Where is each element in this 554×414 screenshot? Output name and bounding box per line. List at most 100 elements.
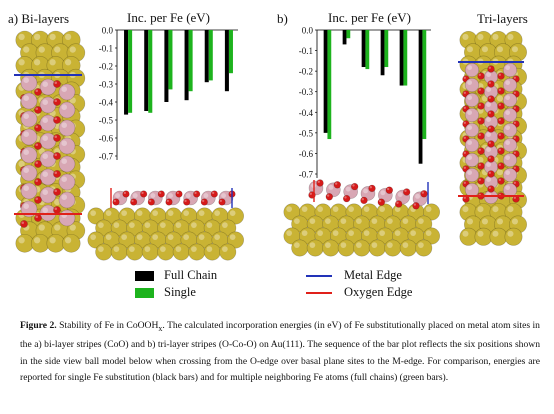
cobalt-atom [502, 152, 518, 168]
oxygen-atom-highlight [513, 136, 516, 139]
cobalt-atom-highlight [61, 86, 67, 92]
chart-a-y-tick-label: -0.2 [99, 62, 113, 72]
side-a-oxygen-atom [210, 190, 218, 198]
cobalt-atom-highlight [486, 177, 491, 182]
gold-atom-highlight [54, 224, 61, 231]
side-a-gold-atom [227, 231, 245, 249]
side-a-oxygen-atom [112, 198, 120, 206]
cobalt-atom [58, 101, 76, 119]
side-a-gold-atom-highlight [98, 246, 104, 253]
bar-full-chain-3 [361, 30, 366, 68]
side-a-cobalt-atom-highlight [132, 193, 138, 198]
tri-layer-side-view-model [283, 179, 440, 257]
bar-full-chain-1 [323, 30, 328, 133]
side-b-oxygen-atom [402, 188, 411, 196]
side-a-gold-atom-highlight [113, 246, 120, 253]
oxygen-atom-highlight [54, 207, 58, 211]
oxygen-atom-highlight [488, 171, 491, 174]
gold-atom-highlight [481, 46, 488, 53]
oxygen-atom-highlight [498, 88, 501, 91]
side-a-oxygen-atom [175, 190, 183, 198]
gold-atom-highlight [511, 46, 518, 53]
cobalt-atom-highlight [42, 189, 48, 195]
cobalt-atom [58, 173, 76, 191]
gold-atom-highlight [69, 224, 76, 231]
oxygen-atom-highlight [54, 117, 58, 120]
oxygen-atom-highlight [488, 111, 491, 114]
oxygen-atom-highlight [488, 66, 491, 69]
legend-label-full-chain: Full Chain [164, 268, 218, 282]
side-a-oxygen-atom [193, 190, 201, 198]
legend-swatch-full-chain [135, 270, 154, 281]
legend-line-metal-edge [306, 274, 332, 277]
cobalt-atom [464, 152, 480, 168]
bi-layer-top-view-model [14, 30, 86, 253]
cobalt-atom [58, 119, 76, 137]
side-a-oxygen-atom-highlight [141, 191, 144, 194]
chart-b-y-tick-label: -0.1 [299, 46, 313, 56]
gold-atom-highlight [18, 33, 25, 40]
side-a-gold-atom-highlight [121, 210, 127, 217]
side-a-gold-atom-highlight [136, 210, 143, 217]
legend-item-full-chain: Full Chain [135, 268, 217, 283]
legend-swatch-single [135, 287, 154, 298]
oxygen-atom-highlight [513, 166, 516, 169]
bar-single-3 [168, 30, 173, 90]
gold-atom-highlight [49, 59, 56, 66]
chart-b-y-tick-label: -0.7 [299, 170, 314, 180]
oxygen-atom [487, 80, 495, 88]
oxygen-atom [34, 196, 42, 204]
side-a-gold-atom-highlight [183, 210, 190, 217]
side-b-gold-atom-highlight [294, 242, 300, 249]
side-b-oxygen-atom [325, 193, 334, 201]
cobalt-atom-highlight [486, 162, 491, 167]
oxygen-atom-highlight [488, 81, 491, 84]
cobalt-atom-highlight [61, 176, 67, 182]
chart-a-y-tick-label: 0.0 [102, 26, 114, 36]
cobalt-atom-highlight [486, 117, 491, 123]
caption-text-1: Stability of Fe in CoOOH [56, 320, 159, 331]
cobalt-atom [464, 77, 480, 93]
side-a-gold-atom-highlight [129, 246, 135, 253]
gold-atom-highlight [477, 156, 484, 163]
side-a-gold-atom-highlight [191, 222, 197, 229]
side-a-oxygen-atom-highlight [176, 191, 179, 194]
cobalt-atom-highlight [505, 95, 510, 101]
cobalt-atom [464, 137, 480, 153]
side-a-oxygen-atom-highlight [159, 191, 162, 194]
oxygen-atom-highlight [463, 166, 466, 169]
gold-atom-highlight [64, 237, 72, 244]
side-b-oxygen-atom [333, 181, 342, 189]
cobalt-atom [502, 92, 518, 108]
cobalt-atom-highlight [42, 117, 48, 123]
side-b-gold-atom-highlight [410, 230, 416, 237]
side-a-gold-atom [188, 243, 206, 261]
side-b-gold-atom [322, 239, 340, 257]
oxygen-atom-highlight [478, 133, 481, 136]
oxygen-atom-highlight [54, 135, 58, 139]
cobalt-atom-highlight [505, 80, 510, 86]
gold-atom-highlight [38, 224, 45, 231]
cobalt-atom-highlight [42, 81, 48, 87]
oxygen-atom-highlight [54, 153, 58, 157]
cobalt-atom [464, 107, 480, 123]
cobalt-atom [502, 122, 518, 138]
side-b-gold-atom-highlight [301, 230, 308, 237]
side-b-cobalt-atom-highlight [363, 188, 368, 194]
tri-layer-top-view-model [458, 30, 527, 246]
side-b-gold-atom-highlight [425, 206, 432, 213]
oxygen-atom-highlight [488, 156, 491, 159]
cobalt-atom [39, 78, 57, 96]
side-b-gold-atom-highlight [325, 242, 331, 249]
oxygen-atom-highlight [54, 189, 58, 193]
bar-single-1 [327, 30, 332, 140]
oxygen-atom-highlight [498, 163, 501, 166]
cobalt-atom [20, 74, 38, 92]
gold-atom [504, 227, 523, 246]
cobalt-atom [58, 191, 76, 209]
oxygen-atom-highlight [478, 148, 481, 151]
chart-b-y-tick-label: 0.0 [302, 26, 314, 36]
caption-figure-label: Figure 2. [20, 320, 57, 331]
cobalt-atom [58, 137, 76, 155]
chart-a-y-tick-label: -0.7 [99, 152, 114, 162]
